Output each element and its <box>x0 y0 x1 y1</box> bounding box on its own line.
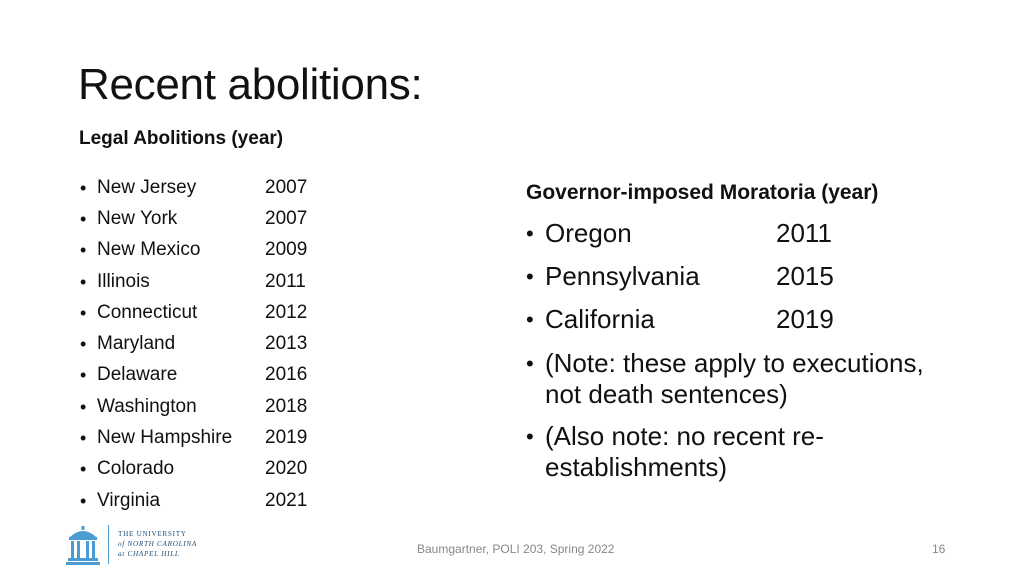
note-item: • (Note: these apply to executions, not … <box>526 348 976 410</box>
abolition-year: 2013 <box>265 333 308 355</box>
abolition-year: 2021 <box>265 489 308 511</box>
list-item: • Connecticut 2012 <box>80 297 360 328</box>
note-text: (Also note: no recent re-establishments) <box>545 421 824 482</box>
bullet: • <box>526 263 534 289</box>
logo-line: THE UNIVERSITY <box>118 530 187 538</box>
bullet: • <box>526 424 534 449</box>
state-name: New York <box>97 207 178 229</box>
bullet: • <box>80 271 87 292</box>
bullet: • <box>80 177 87 198</box>
state-name: Illinois <box>97 270 150 292</box>
bullet: • <box>80 334 87 355</box>
bullet: • <box>526 306 534 332</box>
abolition-year: 2012 <box>265 301 308 323</box>
state-name: Pennsylvania <box>545 261 700 291</box>
logo-divider <box>108 525 109 564</box>
note-text: (Note: these apply to executions, not de… <box>545 348 924 409</box>
bullet: • <box>526 351 534 376</box>
bullet: • <box>80 396 87 417</box>
list-item: • New Jersey 2007 <box>80 172 360 203</box>
abolition-year: 2020 <box>265 458 308 480</box>
moratoria-heading: Governor-imposed Moratoria (year) <box>526 181 879 204</box>
footer-credit: Baumgartner, POLI 203, Spring 2022 <box>417 542 615 556</box>
legal-abolitions-list: • New Jersey 2007 • New York 2007 • New … <box>80 172 360 516</box>
bullet: • <box>80 490 87 511</box>
bullet: • <box>80 240 87 261</box>
list-item: • California 2019 <box>526 298 976 341</box>
state-name: Virginia <box>97 489 161 511</box>
bullet: • <box>526 220 534 246</box>
list-item: • New Hampshire 2019 <box>80 422 360 453</box>
list-item: • Colorado 2020 <box>80 454 360 485</box>
abolition-year: 2018 <box>265 395 308 417</box>
moratoria-list: • Oregon 2011 • Pennsylvania 2015 • Cali… <box>526 212 976 483</box>
list-item: • Delaware 2016 <box>80 360 360 391</box>
slide-title: Recent abolitions: <box>78 60 423 109</box>
logo-line: at CHAPEL HILL <box>118 550 180 558</box>
state-name: Oregon <box>545 218 632 248</box>
abolition-year: 2007 <box>265 207 308 229</box>
bullet: • <box>80 365 87 386</box>
state-name: Connecticut <box>97 301 198 323</box>
list-item: • Pennsylvania 2015 <box>526 255 976 298</box>
slide-number: 16 <box>932 542 946 556</box>
bullet: • <box>80 459 87 480</box>
note-item: • (Also note: no recent re-establishment… <box>526 421 976 483</box>
state-name: Washington <box>97 395 197 417</box>
state-name: New Mexico <box>97 239 201 261</box>
legal-abolitions-heading: Legal Abolitions (year) <box>79 128 284 149</box>
abolition-year: 2016 <box>265 364 308 386</box>
abolition-year: 2011 <box>265 270 306 292</box>
state-name: New Hampshire <box>97 427 233 449</box>
logo-line: of NORTH CAROLINA <box>118 540 197 548</box>
list-item: • Oregon 2011 <box>526 212 976 255</box>
bullet: • <box>80 428 87 449</box>
old-well-icon <box>66 526 100 565</box>
abolition-year: 2009 <box>265 239 308 261</box>
bullet: • <box>80 208 87 229</box>
list-item: • Illinois 2011 <box>80 266 360 297</box>
state-name: New Jersey <box>97 176 197 198</box>
state-name: Colorado <box>97 458 175 480</box>
moratorium-year: 2015 <box>776 261 834 291</box>
state-name: Maryland <box>97 333 176 355</box>
unc-logo: THE UNIVERSITY of NORTH CAROLINA at CHAP… <box>66 523 216 566</box>
list-item: • Maryland 2013 <box>80 328 360 359</box>
abolition-year: 2019 <box>265 427 308 449</box>
list-item: • Virginia 2021 <box>80 485 360 516</box>
abolition-year: 2007 <box>265 176 308 198</box>
list-item: • New Mexico 2009 <box>80 235 360 266</box>
moratorium-year: 2019 <box>776 304 834 334</box>
list-item: • Washington 2018 <box>80 391 360 422</box>
bullet: • <box>80 302 87 323</box>
moratorium-year: 2011 <box>776 218 832 248</box>
state-name: California <box>545 304 655 334</box>
state-name: Delaware <box>97 364 178 386</box>
logo-wordmark: THE UNIVERSITY of NORTH CAROLINA at CHAP… <box>118 529 218 559</box>
list-item: • New York 2007 <box>80 203 360 234</box>
